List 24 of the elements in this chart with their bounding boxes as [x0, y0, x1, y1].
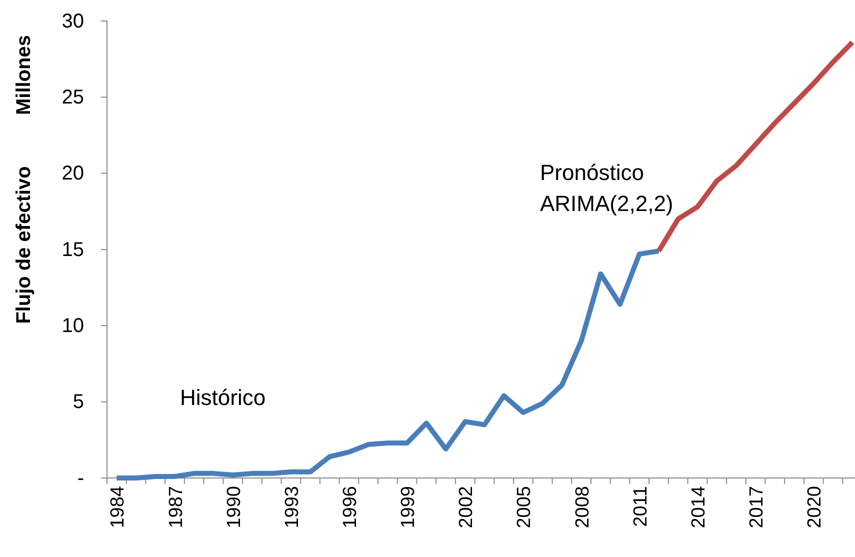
text: Histórico — [180, 385, 266, 410]
x-tick-label: 2008 — [572, 486, 594, 528]
y-tick-label: 25 — [62, 86, 84, 109]
x-tick-label: 2020 — [804, 486, 826, 528]
y-axis-title: Flujo de efectivo — [13, 166, 35, 324]
x-tick-label: 1996 — [340, 486, 361, 528]
x-tick-label: 2011 — [630, 486, 652, 527]
x-tick-label: 1987 — [166, 486, 187, 528]
x-tick-label: 2005 — [514, 486, 536, 528]
y-tick-label: 30 — [62, 10, 84, 32]
y-tick-label: 20 — [62, 162, 84, 185]
x-tick-label: 1984 — [108, 486, 129, 528]
text: Millones — [13, 34, 35, 116]
x-tick-label: 2002 — [456, 486, 478, 528]
y-tick-label: 10 — [62, 315, 84, 338]
x-tick-label: 1993 — [282, 486, 303, 528]
x-tick-label: 2014 — [688, 486, 710, 528]
x-tick-label: 1990 — [224, 486, 245, 528]
series-label: Pronóstico ARIMA(2,2,2) — [540, 160, 674, 216]
x-tick-label: 2017 — [746, 486, 768, 528]
x-tick-label: 1999 — [398, 486, 420, 528]
y-tick-label: 15 — [62, 238, 84, 261]
y-tick-label: 5 — [72, 391, 84, 414]
y-tick-label: - — [77, 467, 84, 490]
